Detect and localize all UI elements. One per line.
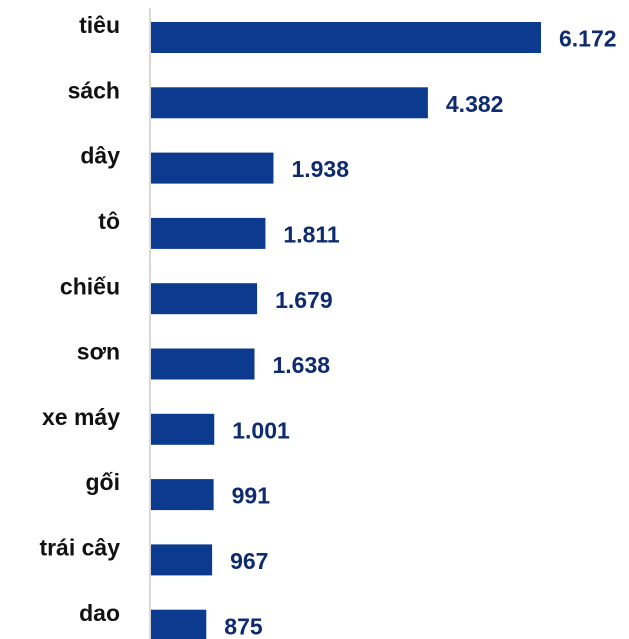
bar: [151, 544, 213, 576]
value-label: 1.001: [232, 417, 290, 443]
value-label: 1.638: [273, 352, 331, 378]
bar: [151, 217, 266, 249]
value-label: 6.172: [559, 26, 617, 52]
category-label: xe máy: [42, 404, 120, 430]
value-label: 1.938: [291, 156, 349, 182]
category-label: dao: [79, 600, 120, 626]
value-label: 1.811: [283, 221, 339, 247]
category-label: tiêu: [79, 12, 120, 38]
category-label: trái cây: [39, 534, 120, 560]
value-label: 4.382: [446, 91, 504, 117]
bar: [151, 413, 215, 445]
category-label: tô: [98, 208, 120, 234]
category-label: dây: [80, 143, 120, 169]
bar: [151, 479, 214, 511]
category-label: gối: [86, 469, 121, 495]
category-label: chiếu: [60, 273, 120, 299]
bar: [151, 87, 428, 119]
category-label: sách: [68, 77, 120, 103]
value-label: 967: [230, 548, 268, 574]
bar: [151, 609, 207, 639]
category-label: sơn: [77, 339, 120, 365]
value-label: 875: [224, 613, 263, 639]
bar: [151, 22, 541, 53]
bar: [151, 152, 274, 184]
bar: [151, 283, 258, 315]
value-label: 1.679: [275, 287, 333, 313]
value-label: 991: [232, 483, 271, 509]
bar: [151, 348, 255, 380]
